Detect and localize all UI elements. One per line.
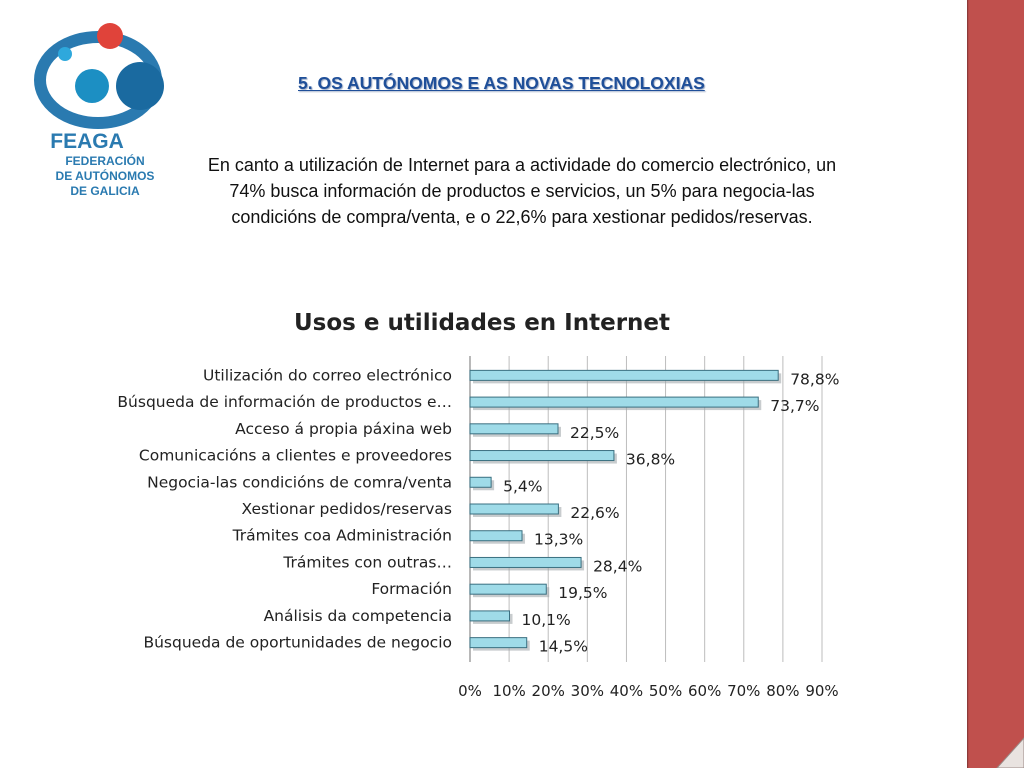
category-labels: Utilización do correo electrónico Búsqued… (117, 366, 452, 651)
feaga-logo (34, 23, 164, 129)
value-labels: 78,8% 73,7% 22,5% 36,8% 5,4% 22,6% 13,3% 28,4% 1… (503, 370, 839, 655)
value-label: 73,7% (770, 397, 819, 415)
category-label: Utilización do correo electrónico (203, 366, 452, 384)
logo-line-3: DE GALICIA (70, 184, 140, 198)
category-label: Xestionar pedidos/reservas (242, 500, 452, 518)
bar (469, 637, 528, 649)
x-tick-label: 40% (610, 682, 643, 700)
value-label: 13,3% (534, 531, 583, 549)
logo-dot-large (116, 62, 164, 110)
logo-name: FEAGA (50, 130, 124, 153)
value-label: 10,1% (522, 611, 571, 629)
x-tick-label: 30% (571, 682, 604, 700)
category-label: Acceso á propia páxina web (235, 420, 452, 438)
logo-line-1: FEDERACIÓN (65, 154, 145, 168)
logo-line-2: DE AUTÓNOMOS (55, 169, 155, 183)
bar (469, 423, 559, 435)
chart-title: Usos e utilidades en Internet (294, 310, 670, 336)
category-label: Comunicacións a clientes e proveedores (139, 447, 452, 465)
value-label: 36,8% (626, 451, 675, 469)
bar (469, 369, 779, 381)
x-tick-label: 70% (727, 682, 760, 700)
x-tick-label: 50% (649, 682, 682, 700)
bar (469, 450, 615, 462)
x-tick-label: 0% (458, 682, 482, 700)
x-tick-label: 20% (532, 682, 565, 700)
logo-dot-small (58, 47, 72, 61)
bar (469, 530, 523, 542)
category-label: Trámites con outras… (282, 553, 452, 571)
value-label: 78,8% (790, 370, 839, 388)
logo-dot-medium (75, 69, 109, 103)
x-tick-labels: 0% 10% 20% 30% 40% 50% 60% 70% 80% 90% (458, 682, 839, 700)
bars (469, 369, 782, 651)
intro-paragraph: En canto a utilización de Internet para … (207, 155, 837, 227)
category-label: Trámites coa Administración (232, 527, 452, 545)
bar (469, 503, 559, 515)
value-label: 5,4% (503, 477, 542, 495)
band-fill (967, 0, 1024, 768)
category-label: Formación (371, 580, 452, 598)
right-decorative-band (967, 0, 1024, 768)
bar (469, 610, 511, 622)
logo-dot-red (97, 23, 123, 49)
value-label: 14,5% (539, 638, 588, 656)
value-label: 22,5% (570, 424, 619, 442)
value-label: 28,4% (593, 557, 642, 575)
x-tick-label: 80% (766, 682, 799, 700)
bar (469, 476, 492, 488)
category-label: Negocia-las condicións de comra/venta (147, 473, 452, 491)
category-label: Búsqueda de información de productos e… (117, 393, 452, 411)
value-label: 22,6% (570, 504, 619, 522)
bar (469, 396, 759, 408)
category-label: Búsqueda de oportunidades de negocio (143, 634, 452, 652)
bar (469, 583, 547, 595)
x-tick-label: 90% (805, 682, 838, 700)
x-tick-label: 10% (492, 682, 525, 700)
x-tick-label: 60% (688, 682, 721, 700)
bar (469, 556, 582, 568)
page-curl (996, 737, 1024, 768)
value-label: 19,5% (558, 584, 607, 602)
category-label: Análisis da competencia (264, 607, 452, 625)
page-heading: 5. OS AUTÓNOMOS E AS NOVAS TECNOLOXIAS (298, 73, 705, 93)
